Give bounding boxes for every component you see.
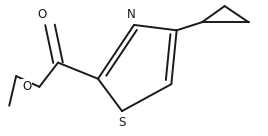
Text: S: S: [118, 116, 126, 129]
Text: O: O: [38, 8, 47, 21]
Text: N: N: [127, 8, 136, 21]
Text: O: O: [22, 80, 31, 93]
